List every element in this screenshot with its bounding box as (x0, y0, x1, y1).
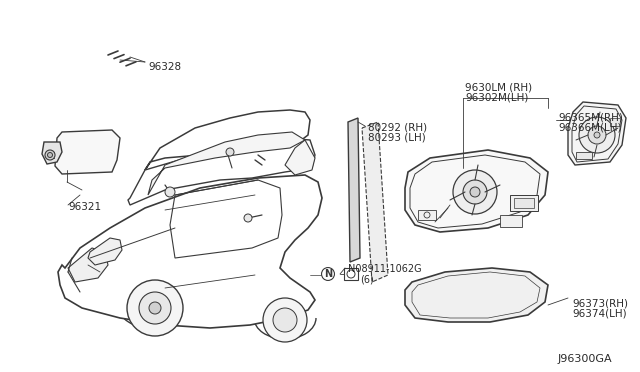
Circle shape (165, 187, 175, 197)
Text: 96321: 96321 (68, 202, 101, 212)
Circle shape (226, 148, 234, 156)
Polygon shape (145, 110, 310, 170)
Text: 96373(RH): 96373(RH) (572, 298, 628, 308)
Polygon shape (128, 138, 315, 205)
Bar (610, 118, 620, 126)
Text: 96302M(LH): 96302M(LH) (465, 93, 529, 103)
Text: N08911-1062G: N08911-1062G (348, 264, 422, 274)
Text: 96328: 96328 (148, 62, 181, 72)
Polygon shape (55, 130, 120, 174)
Circle shape (149, 302, 161, 314)
Polygon shape (58, 175, 322, 328)
Circle shape (47, 153, 52, 157)
Circle shape (273, 308, 297, 332)
Circle shape (139, 292, 171, 324)
Bar (514, 198, 534, 208)
Text: 96365M(RH): 96365M(RH) (558, 112, 623, 122)
Circle shape (453, 170, 497, 214)
Text: 80293 (LH): 80293 (LH) (368, 133, 426, 143)
Circle shape (463, 180, 487, 204)
Bar (500, 215, 522, 227)
Circle shape (244, 214, 252, 222)
Circle shape (579, 117, 615, 153)
Polygon shape (42, 142, 62, 164)
Bar (510, 195, 538, 211)
Circle shape (127, 280, 183, 336)
Text: N: N (324, 269, 332, 279)
Text: 96374(LH): 96374(LH) (572, 309, 627, 319)
Circle shape (263, 298, 307, 342)
Bar (576, 152, 592, 159)
Polygon shape (405, 268, 548, 322)
Bar (418, 210, 436, 220)
Bar (344, 268, 358, 280)
Text: J96300GA: J96300GA (558, 354, 612, 364)
Polygon shape (405, 150, 548, 232)
Polygon shape (348, 118, 360, 262)
Text: (6): (6) (360, 274, 374, 284)
Circle shape (470, 187, 480, 197)
Polygon shape (568, 102, 626, 165)
Polygon shape (362, 122, 388, 282)
Circle shape (45, 150, 55, 160)
Polygon shape (285, 140, 315, 175)
Circle shape (588, 126, 606, 144)
Polygon shape (88, 238, 122, 265)
Polygon shape (148, 132, 305, 195)
Polygon shape (68, 248, 108, 282)
Circle shape (594, 132, 600, 138)
Text: 80292 (RH): 80292 (RH) (368, 122, 427, 132)
Text: 96366M(LH): 96366M(LH) (558, 123, 621, 133)
Text: 9630LM (RH): 9630LM (RH) (465, 82, 532, 92)
